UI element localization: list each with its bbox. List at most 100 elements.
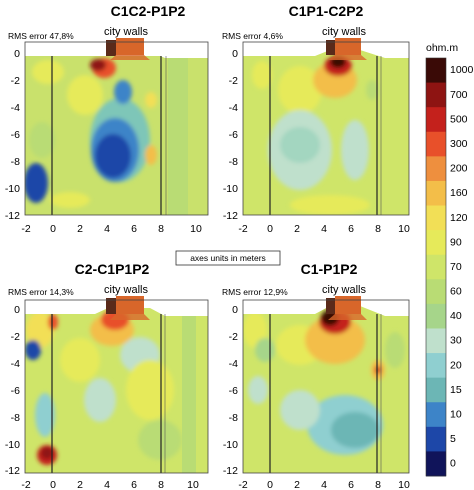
legend-label: 160: [450, 187, 468, 199]
y-tick-label: -8: [11, 412, 20, 424]
city-walls-label: city walls: [104, 284, 149, 296]
legend-label: 30: [450, 335, 462, 347]
y-tick-label: -6: [11, 129, 20, 141]
city-walls-label: city walls: [322, 26, 367, 38]
x-tick-label: -2: [21, 223, 30, 235]
resistivity-section: [243, 42, 409, 215]
resistivity-section: [25, 300, 208, 473]
x-tick-label: 0: [267, 223, 273, 235]
x-tick-label: -2: [238, 479, 247, 490]
x-axis: -2 0 2 4 6 8 10: [21, 223, 202, 235]
x-tick-label: 10: [398, 223, 410, 235]
y-tick-label: -4: [229, 358, 238, 370]
y-axis: 0 -2 -4 -6 -8 -10 -12: [5, 304, 20, 477]
y-tick-label: -12: [223, 465, 238, 477]
legend-label: 15: [450, 384, 462, 396]
y-tick-label: 0: [14, 48, 20, 60]
legend-swatch: [426, 254, 446, 280]
x-tick-label: 2: [77, 479, 83, 490]
plot-frame: [24, 41, 209, 216]
y-tick-label: -8: [229, 412, 238, 424]
x-tick-label: 2: [294, 223, 300, 235]
x-tick-label: 0: [267, 479, 273, 490]
legend-labels: 1000 700 500 300 200 160 120 90 70 60 40 30 20 15 10 5 0: [450, 64, 474, 469]
panel-title: C1C2-P1P2: [111, 3, 186, 19]
legend-swatch: [426, 279, 446, 305]
x-tick-label: 8: [158, 479, 164, 490]
panel-title: C1P1-C2P2: [289, 3, 364, 19]
y-tick-label: -4: [11, 102, 20, 114]
x-tick-label: 6: [131, 479, 137, 490]
y-tick-label: 0: [14, 304, 20, 316]
plot-frame: [242, 41, 410, 216]
legend-label: 300: [450, 138, 468, 150]
legend-swatch: [426, 82, 446, 108]
x-tick-label: 10: [398, 479, 410, 490]
y-tick-label: -6: [229, 385, 238, 397]
x-tick-label: -2: [238, 223, 247, 235]
legend-swatch: [426, 156, 446, 182]
legend-swatch: [426, 328, 446, 354]
y-tick-label: -2: [229, 75, 238, 87]
x-tick-label: 4: [321, 479, 327, 490]
y-tick-label: -4: [11, 358, 20, 370]
y-tick-label: 0: [232, 304, 238, 316]
legend-swatch: [426, 205, 446, 231]
y-axis: 0 -2 -4 -6 -8 -10 -12: [5, 48, 20, 222]
legend-label: 0: [450, 458, 456, 470]
plot-frame: [24, 299, 209, 474]
y-tick-label: -8: [229, 156, 238, 168]
panel-c1-p1p2: C1-P1P2 RMS error 12,9% city walls: [222, 261, 410, 490]
city-walls-label: city walls: [104, 26, 149, 38]
city-walls-icon: [326, 296, 367, 320]
legend-label: 90: [450, 236, 462, 248]
y-tick-label: -4: [229, 102, 238, 114]
legend-swatch: [426, 303, 446, 329]
legend-swatch: [426, 426, 446, 452]
y-tick-label: -12: [5, 465, 20, 477]
legend-swatch: [426, 353, 446, 379]
city-walls-icon: [106, 296, 150, 320]
y-tick-label: -12: [223, 210, 238, 222]
resistivity-section: [25, 42, 208, 215]
panel-c1p1-c2p2: C1P1-C2P2 RMS error 4,6% city walls: [222, 3, 410, 235]
x-tick-label: 6: [348, 223, 354, 235]
legend-label: 70: [450, 261, 462, 273]
legend-swatch: [426, 131, 446, 157]
x-tick-label: 0: [50, 223, 56, 235]
x-axis: -2 0 2 4 6 8 10: [238, 223, 410, 235]
plot-frame: [242, 299, 410, 474]
legend-swatches: [425, 57, 447, 477]
legend-label: 10: [450, 408, 462, 420]
panel-c1c2-p1p2: C1C2-P1P2 RMS error 47,8% city walls: [5, 3, 209, 235]
panel-c2-c1p1p2: C2-C1P1P2 RMS error 14,3% city walls: [5, 261, 209, 490]
legend-swatch: [426, 377, 446, 403]
y-axis: 0 -2 -4 -6 -8 -10 -12: [223, 304, 238, 477]
legend-unit: ohm.m: [426, 42, 458, 54]
x-axis: -2 0 2 4 6 8 10: [238, 479, 410, 490]
y-tick-label: -10: [223, 183, 238, 195]
x-tick-label: 2: [294, 479, 300, 490]
legend-swatch: [426, 451, 446, 477]
y-tick-label: -10: [5, 439, 20, 451]
legend-frame: [425, 57, 447, 477]
y-tick-label: -8: [11, 156, 20, 168]
x-tick-label: 8: [158, 223, 164, 235]
x-tick-label: 6: [348, 479, 354, 490]
legend-label: 500: [450, 113, 468, 125]
x-tick-label: 0: [50, 479, 56, 490]
panel-title: C2-C1P1P2: [75, 261, 150, 277]
legend-label: 40: [450, 310, 462, 322]
y-tick-label: 0: [232, 48, 238, 60]
y-tick-label: -6: [11, 385, 20, 397]
legend-swatch: [426, 230, 446, 256]
resistivity-section: [243, 300, 409, 473]
x-tick-label: 6: [131, 223, 137, 235]
legend-swatch: [426, 180, 446, 206]
rms-error-label: RMS error 12,9%: [222, 287, 288, 297]
y-tick-label: -12: [5, 210, 20, 222]
x-tick-label: 10: [187, 479, 199, 490]
y-tick-label: -2: [11, 331, 20, 343]
panel-title: C1-P1P2: [301, 261, 358, 277]
legend-label: 60: [450, 286, 462, 298]
